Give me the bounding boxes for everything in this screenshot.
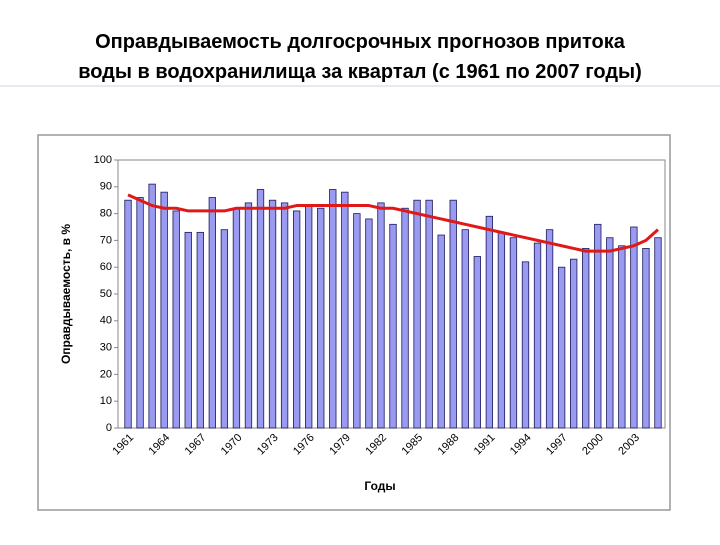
bar [268, 199, 277, 429]
bar [606, 237, 614, 429]
bar [220, 229, 229, 429]
bar [509, 237, 518, 429]
bar [413, 199, 421, 429]
bar [497, 231, 506, 429]
bar [136, 197, 144, 429]
bar [172, 210, 180, 429]
bar [449, 199, 457, 429]
bar [437, 234, 445, 429]
y-tick-label: 100 [94, 154, 112, 166]
y-tick-label: 0 [106, 422, 112, 434]
y-tick-label: 40 [100, 315, 112, 327]
bar [148, 183, 156, 429]
bar [521, 261, 530, 429]
bar [582, 248, 590, 429]
bar [461, 229, 469, 429]
bar [570, 258, 578, 429]
bar [557, 266, 566, 429]
bar [425, 199, 433, 429]
bar [124, 199, 132, 429]
bar [618, 245, 626, 429]
y-tick-label: 90 [100, 181, 112, 193]
bar [280, 202, 289, 429]
bar [160, 191, 168, 429]
bar [473, 256, 481, 429]
bar [533, 242, 542, 429]
y-tick-label: 60 [100, 261, 112, 273]
bar [329, 189, 337, 429]
bar [377, 202, 385, 429]
title-line: воды в водохранилища за квартал (с 1961 … [78, 61, 642, 83]
bar [256, 189, 265, 429]
y-tick-label: 20 [100, 368, 112, 380]
bar [594, 223, 602, 429]
bar [208, 197, 216, 429]
bar [654, 237, 662, 429]
bar [232, 207, 241, 429]
trend-line [127, 193, 659, 253]
bar [389, 223, 397, 429]
bar [642, 248, 650, 429]
bar [184, 231, 192, 429]
y-tick-label: 80 [100, 208, 112, 220]
x-axis-label: Годы [364, 479, 395, 493]
y-axis-label: Оправдываемость, в % [59, 224, 73, 364]
bar [292, 210, 301, 429]
bar [244, 202, 253, 429]
bar [317, 207, 325, 429]
bar [401, 207, 409, 429]
bar [545, 229, 554, 429]
y-tick-label: 30 [100, 342, 112, 354]
bar [341, 191, 349, 429]
bar [485, 215, 494, 429]
y-tick-label: 10 [100, 395, 112, 407]
bar [196, 231, 204, 429]
y-tick-label: 50 [100, 288, 112, 300]
y-tick-label: 70 [100, 234, 112, 246]
bar [353, 213, 361, 429]
bar [365, 218, 373, 429]
title-line: Оправдываемость долгосрочных прогнозов п… [95, 31, 626, 53]
bar [630, 226, 638, 429]
bar [305, 205, 313, 429]
